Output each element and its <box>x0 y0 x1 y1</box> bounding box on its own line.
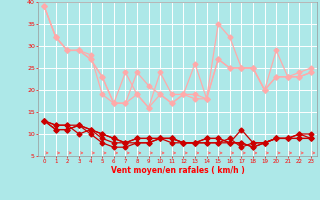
X-axis label: Vent moyen/en rafales ( km/h ): Vent moyen/en rafales ( km/h ) <box>111 166 244 175</box>
